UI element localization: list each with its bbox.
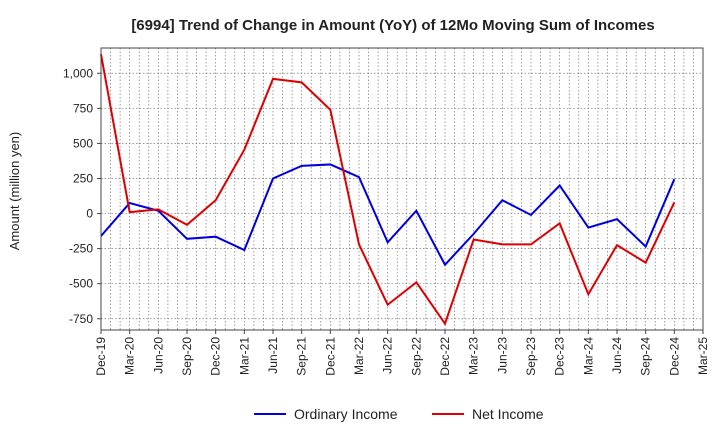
x-tick-label: Mar-22 bbox=[352, 337, 366, 375]
x-tick-label: Mar-25 bbox=[696, 337, 710, 375]
x-axis-ticks: Dec-19 Mar-20 Jun-20 Sep-20 Dec-20 Mar-21 Jun-… bbox=[94, 330, 710, 376]
y-tick-label: 250 bbox=[73, 171, 93, 185]
x-tick-label: Mar-20 bbox=[123, 337, 137, 375]
x-tick-label: Jun-24 bbox=[610, 337, 624, 374]
x-tick-label: Sep-20 bbox=[180, 337, 194, 376]
y-axis-label: Amount (million yen) bbox=[7, 132, 22, 251]
x-tick-label: Mar-21 bbox=[237, 337, 251, 375]
x-tick-label: Sep-23 bbox=[524, 337, 538, 376]
legend-label: Ordinary Income bbox=[294, 406, 398, 422]
y-tick-label: 500 bbox=[73, 136, 93, 150]
x-tick-label: Mar-24 bbox=[581, 337, 595, 375]
series-line-net-income bbox=[100, 54, 676, 326]
x-tick-label: Dec-20 bbox=[209, 337, 223, 376]
x-tick-label: Jun-23 bbox=[495, 337, 509, 374]
chart-title: [6994] Trend of Change in Amount (YoY) o… bbox=[131, 17, 654, 34]
grid bbox=[100, 48, 703, 330]
x-tick-label: Dec-23 bbox=[553, 337, 567, 376]
x-tick-label: Sep-22 bbox=[409, 337, 423, 376]
y-tick-label: -500 bbox=[69, 277, 93, 291]
y-tick-label: 1,000 bbox=[63, 66, 93, 80]
series-line-ordinary-income bbox=[100, 163, 676, 267]
x-tick-label: Dec-19 bbox=[94, 337, 108, 376]
y-tick-label: 750 bbox=[73, 101, 93, 115]
x-tick-label: Mar-23 bbox=[467, 337, 481, 375]
legend: Ordinary Income Net Income bbox=[254, 406, 544, 422]
plot-border bbox=[100, 47, 704, 331]
x-tick-label: Dec-22 bbox=[438, 337, 452, 376]
x-tick-label: Jun-21 bbox=[266, 337, 280, 374]
y-tick-label: -750 bbox=[69, 312, 93, 326]
x-tick-label: Sep-21 bbox=[295, 337, 309, 376]
x-tick-label: Jun-22 bbox=[381, 337, 395, 374]
x-tick-label: Dec-21 bbox=[323, 337, 337, 376]
x-tick-label: Jun-20 bbox=[151, 337, 165, 374]
y-tick-label: 0 bbox=[86, 207, 93, 221]
y-axis-ticks: -750 -500 -250 0 250 500 750 1,000 bbox=[63, 66, 101, 326]
y-tick-label: -250 bbox=[69, 242, 93, 256]
series-lines bbox=[100, 54, 676, 326]
x-tick-label: Dec-24 bbox=[667, 337, 681, 376]
x-tick-label: Sep-24 bbox=[639, 337, 653, 376]
legend-label: Net Income bbox=[472, 406, 544, 422]
